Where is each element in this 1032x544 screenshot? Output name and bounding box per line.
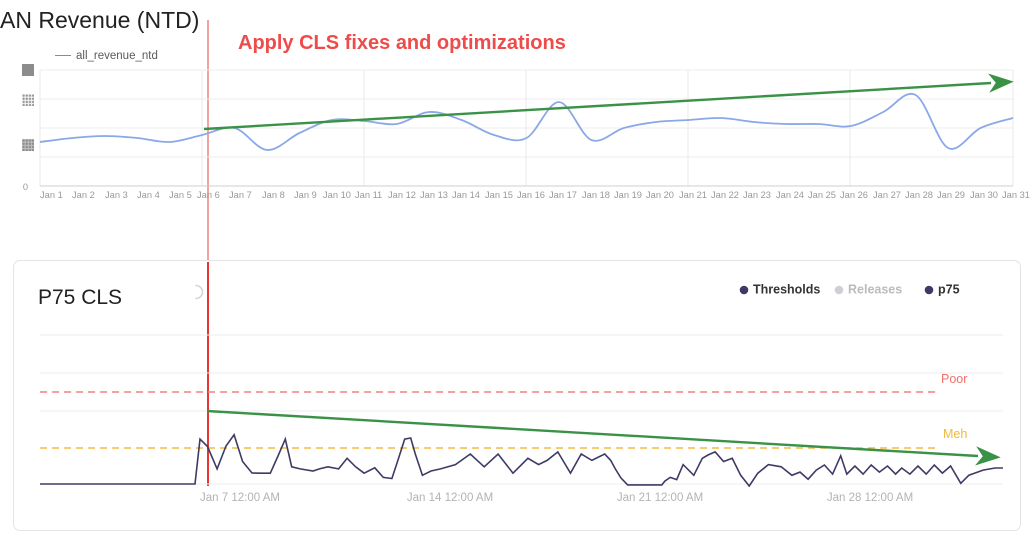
- svg-text:Jan 21 12:00 AM: Jan 21 12:00 AM: [617, 492, 703, 504]
- svg-text:Jan 28 12:00 AM: Jan 28 12:00 AM: [827, 492, 913, 504]
- svg-text:Jan 14 12:00 AM: Jan 14 12:00 AM: [407, 492, 493, 504]
- svg-text:Poor: Poor: [941, 372, 967, 386]
- svg-text:Jan 7 12:00 AM: Jan 7 12:00 AM: [200, 492, 280, 504]
- svg-text:Meh: Meh: [943, 427, 967, 441]
